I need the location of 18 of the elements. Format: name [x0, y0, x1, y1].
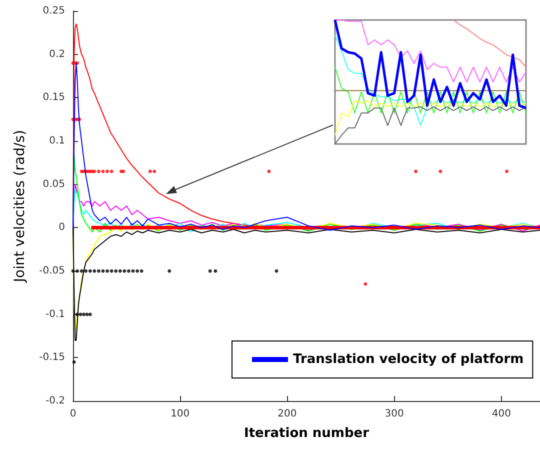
y-axis-title: Joint velocities (rad/s) — [12, 130, 28, 284]
x-tick-label: 100 — [170, 408, 190, 420]
y-tick-label: -0.2 — [45, 396, 65, 406]
x-tick-label: 400 — [492, 408, 511, 420]
x-tick-label: 300 — [384, 408, 404, 420]
y-tick-label: 0 — [58, 222, 65, 234]
y-tick-label: 0.1 — [49, 136, 65, 146]
y-tick-label: 0.2 — [49, 48, 65, 60]
x-axis-title: Iteration number — [244, 426, 370, 441]
y-tick-label: 0.15 — [42, 92, 65, 104]
legend-label: Translation velocity of platform — [293, 352, 524, 367]
x-tick-label: 0 — [70, 408, 76, 420]
y-tick-label: -0.15 — [39, 352, 65, 364]
y-tick-label: 0.05 — [42, 178, 65, 190]
y-tick-label: -0.05 — [39, 266, 65, 276]
y-tick-label: -0.1 — [45, 308, 65, 320]
x-tick-label: 200 — [278, 408, 297, 420]
y-tick-label: 0.25 — [42, 6, 65, 16]
